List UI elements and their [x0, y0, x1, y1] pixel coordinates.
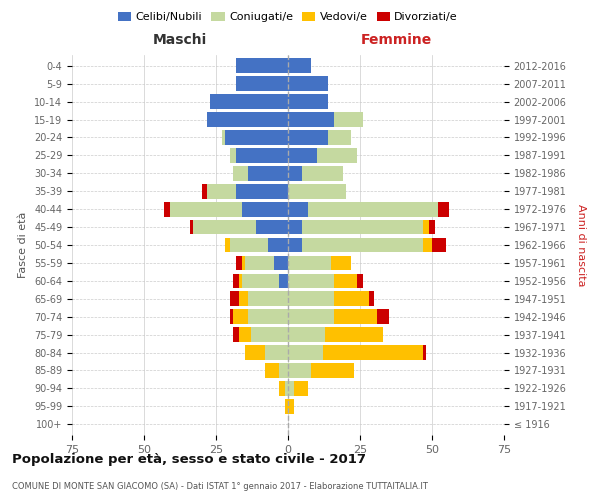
Bar — [222, 130, 224, 145]
Bar — [302, 238, 424, 252]
Bar — [236, 76, 288, 91]
Bar — [268, 238, 288, 252]
Bar — [170, 202, 242, 216]
Bar — [193, 220, 256, 234]
Bar — [256, 220, 288, 234]
Bar — [288, 310, 334, 324]
Text: COMUNE DI MONTE SAN GIACOMO (SA) - Dati ISTAT 1° gennaio 2017 - Elaborazione TUT: COMUNE DI MONTE SAN GIACOMO (SA) - Dati … — [12, 482, 428, 491]
Bar — [248, 166, 288, 180]
Bar — [280, 381, 285, 396]
Bar — [424, 238, 432, 252]
Bar — [368, 292, 374, 306]
Bar — [438, 202, 449, 216]
Bar — [325, 328, 383, 342]
Bar — [302, 166, 343, 180]
Bar — [308, 202, 438, 216]
Legend: Celibi/Nubili, Coniugati/e, Vedovi/e, Divorziati/e: Celibi/Nubili, Coniugati/e, Vedovi/e, Di… — [113, 8, 463, 26]
Bar — [377, 310, 389, 324]
Bar — [288, 328, 325, 342]
Bar — [288, 58, 311, 73]
Bar — [288, 292, 334, 306]
Bar — [202, 184, 208, 198]
Bar — [233, 328, 239, 342]
Bar — [208, 112, 288, 127]
Bar — [245, 256, 274, 270]
Bar — [288, 399, 294, 413]
Bar — [224, 238, 230, 252]
Bar — [288, 148, 317, 162]
Bar — [224, 130, 288, 145]
Bar — [288, 256, 331, 270]
Bar — [164, 202, 170, 216]
Bar — [236, 58, 288, 73]
Bar — [288, 363, 311, 378]
Bar — [323, 345, 424, 360]
Bar — [331, 256, 352, 270]
Bar — [317, 148, 357, 162]
Bar — [265, 363, 280, 378]
Bar — [285, 381, 288, 396]
Bar — [280, 274, 288, 288]
Bar — [233, 274, 239, 288]
Text: Popolazione per età, sesso e stato civile - 2017: Popolazione per età, sesso e stato civil… — [12, 452, 366, 466]
Bar — [280, 363, 288, 378]
Bar — [288, 112, 334, 127]
Bar — [239, 274, 242, 288]
Bar — [230, 292, 239, 306]
Bar — [432, 238, 446, 252]
Bar — [242, 274, 280, 288]
Text: Maschi: Maschi — [153, 34, 207, 48]
Bar — [288, 381, 294, 396]
Bar — [334, 292, 368, 306]
Bar — [302, 220, 424, 234]
Bar — [236, 148, 288, 162]
Bar — [311, 363, 354, 378]
Bar — [239, 292, 248, 306]
Y-axis label: Fasce di età: Fasce di età — [19, 212, 28, 278]
Bar — [288, 274, 334, 288]
Bar — [230, 148, 236, 162]
Bar — [245, 345, 265, 360]
Bar — [251, 328, 288, 342]
Bar — [236, 184, 288, 198]
Bar — [288, 130, 328, 145]
Bar — [288, 202, 308, 216]
Bar — [288, 220, 302, 234]
Bar — [334, 112, 363, 127]
Bar — [357, 274, 363, 288]
Bar — [208, 184, 236, 198]
Y-axis label: Anni di nascita: Anni di nascita — [576, 204, 586, 286]
Bar — [334, 274, 357, 288]
Bar — [233, 310, 248, 324]
Bar — [248, 310, 288, 324]
Bar — [230, 238, 268, 252]
Bar — [190, 220, 193, 234]
Text: Femmine: Femmine — [361, 34, 431, 48]
Bar — [239, 328, 251, 342]
Bar — [210, 94, 288, 109]
Bar — [236, 256, 242, 270]
Bar — [288, 76, 328, 91]
Bar — [288, 184, 346, 198]
Bar — [233, 166, 248, 180]
Bar — [242, 256, 245, 270]
Bar — [288, 238, 302, 252]
Bar — [288, 166, 302, 180]
Bar — [285, 399, 288, 413]
Bar — [294, 381, 308, 396]
Bar — [424, 220, 429, 234]
Bar — [328, 130, 352, 145]
Bar — [288, 345, 323, 360]
Bar — [429, 220, 435, 234]
Bar — [334, 310, 377, 324]
Bar — [230, 310, 233, 324]
Bar — [265, 345, 288, 360]
Bar — [274, 256, 288, 270]
Bar — [242, 202, 288, 216]
Bar — [424, 345, 426, 360]
Bar — [288, 94, 328, 109]
Bar — [248, 292, 288, 306]
